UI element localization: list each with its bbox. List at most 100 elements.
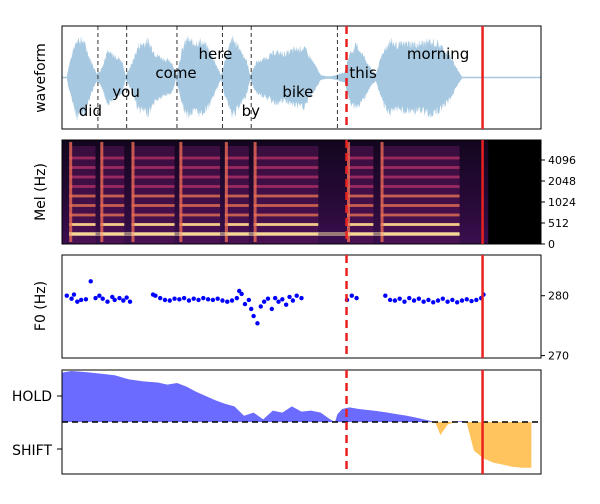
f0-point bbox=[349, 293, 354, 298]
f0-point bbox=[416, 296, 422, 301]
mel-harmonic bbox=[253, 185, 319, 188]
mel-harmonic bbox=[224, 213, 249, 217]
f0-point bbox=[64, 293, 69, 298]
mel-harmonic bbox=[253, 166, 319, 169]
f0-point bbox=[69, 296, 74, 301]
f0-point bbox=[440, 296, 446, 301]
f0-point bbox=[71, 292, 77, 297]
f0-point bbox=[261, 299, 267, 304]
mel-harmonic bbox=[131, 185, 175, 188]
mel-harmonic bbox=[380, 185, 460, 188]
waveform-ylabel: waveform bbox=[33, 43, 49, 113]
f0-point bbox=[121, 298, 126, 303]
mel-harmonic bbox=[131, 166, 175, 169]
mel-harmonic bbox=[100, 194, 125, 198]
word-label: did bbox=[79, 102, 102, 120]
f0-ylabel: F0 (Hz) bbox=[33, 281, 49, 331]
mel-harmonic bbox=[380, 166, 460, 169]
mel-harmonic bbox=[253, 204, 319, 207]
f0-point bbox=[215, 296, 220, 301]
f0-point bbox=[392, 298, 398, 303]
mel-low-band bbox=[69, 232, 460, 236]
f0-point bbox=[239, 291, 244, 297]
mel-harmonic bbox=[380, 204, 460, 207]
mel-harmonic bbox=[347, 156, 374, 160]
mel-onset bbox=[179, 142, 183, 242]
f0-point bbox=[83, 297, 89, 302]
f0-point bbox=[78, 297, 84, 303]
mel-harmonic bbox=[131, 194, 175, 198]
word-label: come bbox=[155, 64, 196, 82]
f0-point bbox=[246, 297, 252, 303]
mel-tick-label: 4096 bbox=[548, 154, 576, 167]
mel-harmonic bbox=[253, 156, 319, 160]
mel-harmonic bbox=[69, 204, 96, 207]
word-label: bike bbox=[282, 83, 313, 101]
mel-harmonic bbox=[347, 213, 374, 217]
f0-point bbox=[287, 294, 292, 300]
word-label: you bbox=[112, 83, 140, 101]
mel-harmonic bbox=[69, 185, 96, 188]
word-label: by bbox=[242, 102, 261, 120]
f0-point bbox=[172, 296, 177, 301]
word-label: here bbox=[199, 45, 233, 63]
f0-point bbox=[402, 299, 407, 304]
f0-point bbox=[450, 297, 455, 303]
mel-harmonic bbox=[179, 166, 221, 169]
mel-harmonic bbox=[224, 166, 249, 169]
mel-harmonic bbox=[380, 213, 460, 217]
f0-point bbox=[234, 295, 240, 301]
waveform-signal bbox=[66, 35, 463, 121]
mel-onset bbox=[347, 142, 351, 242]
f0-point bbox=[110, 294, 115, 300]
mel-harmonic bbox=[69, 166, 96, 169]
shift-area bbox=[62, 422, 532, 468]
mel-harmonic bbox=[69, 223, 96, 226]
word-label: this bbox=[349, 64, 377, 82]
mel-harmonic bbox=[224, 175, 249, 179]
mel-harmonic bbox=[347, 194, 374, 198]
f0-point bbox=[290, 298, 296, 303]
mel-tick-label: 512 bbox=[548, 217, 569, 230]
mel-harmonic bbox=[179, 185, 221, 188]
f0-point bbox=[93, 295, 98, 301]
mel-harmonic bbox=[100, 175, 125, 179]
mel-harmonic bbox=[100, 223, 125, 226]
f0-point bbox=[88, 279, 93, 284]
mel-onset bbox=[131, 142, 135, 242]
mel-tick-label: 2048 bbox=[548, 175, 576, 188]
f0-point bbox=[280, 297, 285, 302]
f0-point bbox=[127, 299, 133, 304]
f0-point bbox=[272, 295, 278, 301]
f0-tick-label: 270 bbox=[548, 350, 569, 363]
f0-point bbox=[186, 298, 192, 303]
mel-harmonic bbox=[253, 223, 319, 226]
mel-harmonic bbox=[380, 175, 460, 179]
word-label: morning bbox=[407, 45, 469, 63]
f0-point bbox=[397, 296, 402, 301]
f0-tick-label: 280 bbox=[548, 290, 569, 303]
hold-label: HOLD bbox=[12, 389, 52, 405]
mel-harmonic bbox=[253, 194, 319, 198]
f0-point bbox=[196, 297, 201, 303]
f0-point bbox=[269, 306, 275, 312]
mel-harmonic bbox=[179, 204, 221, 207]
mel-harmonic bbox=[347, 223, 374, 226]
mel-onset bbox=[69, 142, 73, 242]
mel-harmonic bbox=[347, 166, 374, 169]
mel-harmonic bbox=[380, 194, 460, 198]
mel-harmonic bbox=[69, 213, 96, 217]
f0-point bbox=[225, 299, 230, 304]
mel-harmonic bbox=[100, 204, 125, 207]
mel-harmonic bbox=[131, 213, 175, 217]
mel-harmonic bbox=[69, 194, 96, 198]
mel-harmonic bbox=[224, 204, 249, 207]
mel-harmonic bbox=[179, 223, 221, 226]
f0-point bbox=[75, 299, 80, 304]
vap-panel: HOLD SHIFT bbox=[12, 369, 542, 475]
mel-harmonic bbox=[224, 156, 249, 160]
mel-onset bbox=[224, 142, 228, 242]
f0-point bbox=[220, 298, 225, 303]
f0-point bbox=[191, 296, 196, 301]
